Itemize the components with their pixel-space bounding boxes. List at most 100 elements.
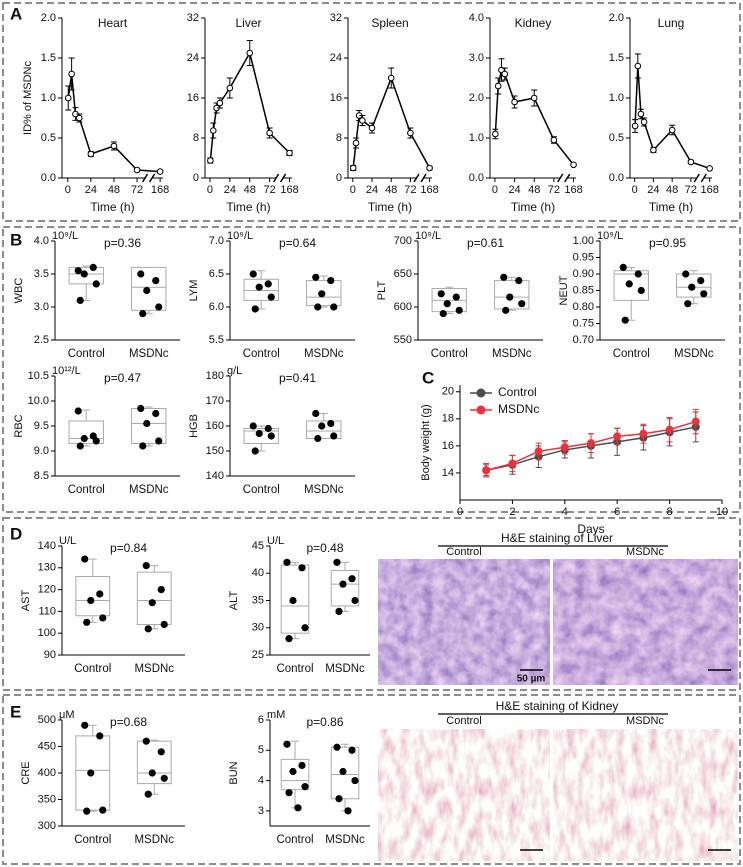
y-tick-label: 9.0	[34, 445, 49, 457]
y-tick-label: 1.00	[573, 235, 594, 247]
point	[264, 280, 272, 288]
y-tick-label: 450	[38, 740, 56, 752]
point	[81, 721, 89, 729]
y-tick-label: 5	[258, 744, 264, 756]
x-tick-label: 24	[366, 184, 378, 196]
y-tick-label: 3.5	[34, 268, 49, 280]
point	[216, 99, 224, 107]
point	[139, 442, 147, 450]
y-tick-label: 0.0	[41, 172, 56, 184]
x-axis-label: Time (h)	[368, 200, 412, 214]
box	[136, 571, 172, 625]
point	[637, 110, 645, 118]
axis-break-gap	[560, 176, 567, 180]
point	[482, 466, 491, 475]
point	[226, 84, 234, 92]
y-tick-label: 25	[252, 649, 264, 661]
unit-label: mM	[267, 709, 285, 721]
y-tick-label: 0.85	[573, 284, 594, 296]
y-tick-label: 130	[38, 562, 56, 574]
axis-break	[141, 173, 149, 183]
box	[75, 576, 111, 617]
point	[246, 49, 254, 57]
chart-title: Spleen	[371, 16, 408, 30]
point	[255, 429, 263, 438]
point	[518, 300, 526, 308]
point	[285, 789, 293, 797]
y-axis-label: ID% of MSDNc	[22, 61, 34, 135]
x-tick-label: 4	[562, 506, 568, 518]
point	[502, 306, 510, 314]
point	[437, 290, 445, 298]
scale-label: 50 µm	[517, 674, 546, 685]
y-tick-label: 110	[38, 605, 56, 617]
point	[89, 263, 97, 271]
point	[74, 407, 82, 415]
y-tick-label: 0.5	[609, 132, 624, 144]
histology-title: H&E staining of Liver	[501, 531, 613, 545]
y-tick-label: 40	[252, 567, 264, 579]
point	[339, 580, 347, 588]
y-tick-label: 10.5	[28, 370, 49, 382]
y-tick-label: 0.5	[41, 132, 56, 144]
point	[587, 439, 595, 448]
point	[87, 596, 95, 605]
legend-marker	[476, 388, 486, 398]
x-axis-label: Time (h)	[511, 200, 555, 214]
series-line	[634, 65, 710, 170]
point	[96, 590, 104, 598]
y-tick-label: 18	[442, 413, 454, 425]
point	[137, 270, 145, 278]
point	[637, 286, 645, 295]
point	[285, 635, 293, 643]
x-tick-label: 48	[528, 184, 540, 196]
y-tick-label: 170	[206, 395, 224, 407]
y-axis-label: LYM	[188, 280, 200, 302]
y-tick-label: 0.70	[573, 334, 594, 346]
y-tick-label: 650	[394, 268, 412, 280]
axis-break	[413, 173, 420, 183]
point	[142, 737, 150, 745]
point	[639, 429, 648, 438]
point	[301, 783, 309, 791]
x-tick-label: MSDNc	[304, 484, 344, 496]
axis-break	[272, 173, 280, 183]
y-axis-label: Body weight (g)	[420, 404, 432, 480]
y-tick-label: 8	[336, 132, 342, 144]
point	[682, 270, 690, 278]
unit-label: 10⁹/L	[415, 230, 441, 242]
panel-frame	[2, 2, 741, 222]
y-tick-label: 4.0	[34, 235, 49, 247]
point	[348, 746, 356, 754]
x-tick-label: 0	[207, 184, 213, 196]
y-axis-label: AST	[20, 590, 32, 612]
y-tick-label: 30	[252, 622, 264, 634]
y-axis-label: ALT	[228, 591, 240, 611]
point	[156, 168, 164, 175]
point	[344, 807, 352, 815]
point	[333, 743, 341, 751]
y-tick-label: 4	[258, 774, 264, 786]
axis-break	[279, 173, 287, 183]
point	[684, 300, 692, 308]
group-label: MSDNc	[626, 715, 664, 727]
y-tick-label: 0.80	[573, 301, 594, 313]
unit-label: U/L	[59, 535, 76, 547]
point	[266, 129, 273, 137]
point	[330, 432, 338, 440]
point	[327, 277, 335, 285]
y-tick-label: 6.5	[209, 268, 224, 280]
point	[348, 575, 356, 583]
box	[131, 408, 167, 444]
point	[530, 94, 538, 102]
y-axis-label: RBC	[13, 414, 25, 437]
point	[87, 769, 95, 777]
y-tick-label: 160	[206, 420, 224, 432]
point	[298, 564, 306, 572]
point	[80, 434, 88, 443]
x-axis-label: Time (h)	[226, 200, 270, 214]
chart-title: Kidney	[515, 16, 552, 30]
y-tick-label: 0.0	[469, 172, 484, 184]
unit-label: 10⁹/L	[52, 230, 78, 242]
p-value: p=0.47	[104, 371, 141, 385]
